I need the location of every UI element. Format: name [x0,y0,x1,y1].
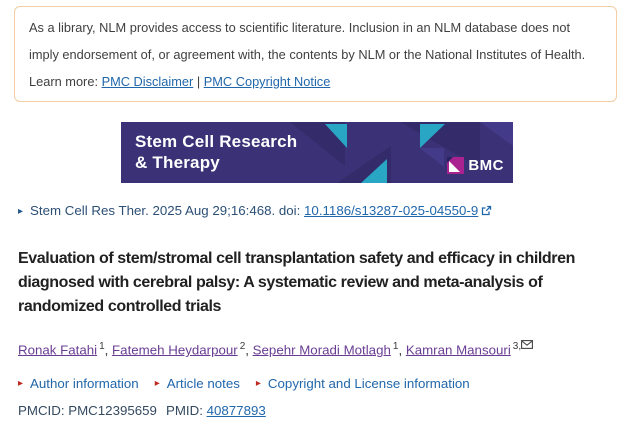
toggle-label: Author information [30,376,139,391]
citation-line: ▸ Stem Cell Res Ther. 2025 Aug 29;16:468.… [18,203,492,218]
toggle-label: Copyright and License information [267,376,470,391]
citation-details: 2025 Aug 29;16:468. doi: [148,203,305,218]
journal-title-line2: & Therapy [135,153,220,172]
pmc-disclaimer-link[interactable]: PMC Disclaimer [101,74,194,89]
author-link[interactable]: Sepehr Moradi Motlagh [252,342,391,358]
authors-line: Ronak Fatahi 1, Fatemeh Heydarpour 2, Sepe… [18,340,534,358]
author-affiliation-sup: 1 [392,341,399,352]
bmc-logo-text: BMC [468,157,504,174]
doi-link[interactable]: 10.1186/s13287-025-04550-9 [304,203,479,218]
pmcid-value: PMC12395659 [68,403,157,418]
article-notes-toggle[interactable]: ▸ Article notes [155,376,240,391]
pmc-copyright-notice-link[interactable]: PMC Copyright Notice [203,74,331,89]
author-affiliation-sup: 3, [512,340,534,352]
disclaimer-link-separator: | [193,74,204,89]
author-information-toggle[interactable]: ▸ Author information [18,376,139,391]
toggle-label: Article notes [166,376,240,391]
corresponding-author-sup: 3, [512,341,522,352]
author-separator: , [104,342,113,358]
author-link[interactable]: Kamran Mansouri [405,342,511,358]
journal-title-line1: Stem Cell Research [135,132,298,151]
envelope-icon[interactable] [521,340,534,349]
journal-banner: Stem Cell Research & Therapy BMC [121,122,513,183]
author-affiliation-sup: 2 [239,341,246,352]
copyright-license-toggle[interactable]: ▸ Copyright and License information [256,376,470,391]
toggle-arrow-icon: ▸ [255,378,261,389]
journal-abbreviation: Stem Cell Res Ther. [30,203,149,218]
author-separator: , [398,342,406,358]
author-link[interactable]: Fatemeh Heydarpour [112,342,238,358]
author-link[interactable]: Ronak Fatahi [18,342,98,358]
author-separator: , [245,342,253,358]
article-ids-line: PMCID: PMC12395659 PMID: 40877893 [18,403,266,418]
pmid-label: PMID: [165,403,207,418]
toggle-arrow-icon: ▸ [154,378,160,389]
article-meta-links: ▸ Author information ▸ Article notes ▸ C… [18,376,470,391]
toggle-arrow-icon: ▸ [18,378,24,389]
bmc-logo-icon [447,157,465,174]
author-affiliation-sup: 1 [99,341,105,352]
banner-triangle-decoration [290,122,513,183]
disclaimer-body: As a library, NLM provides access to sci… [29,20,586,89]
external-link-icon [482,205,492,216]
bmc-logo: BMC [447,157,504,174]
journal-title: Stem Cell Research & Therapy [135,131,297,173]
nlm-disclaimer-box: As a library, NLM provides access to sci… [14,6,617,102]
citation-bullet-icon: ▸ [18,206,24,217]
pmcid-label: PMCID: [18,403,69,418]
disclaimer-text: As a library, NLM provides access to sci… [29,14,602,95]
pmid-link[interactable]: 40877893 [206,403,266,418]
article-title: Evaluation of stem/stromal cell transpla… [18,250,576,315]
